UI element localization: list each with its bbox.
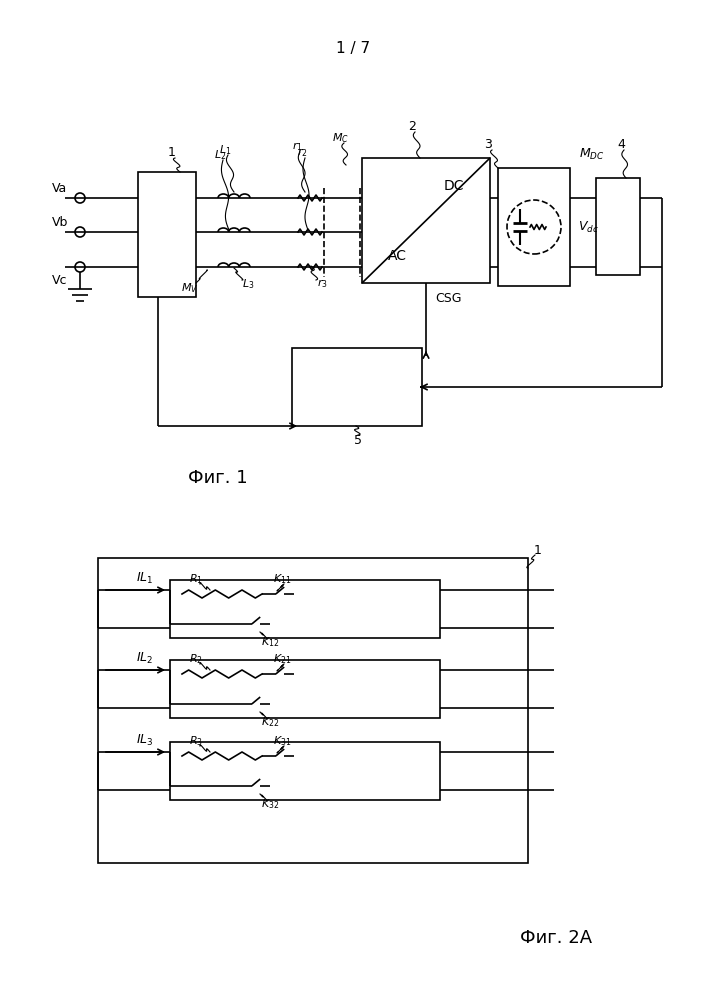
Text: $IL_1$: $IL_1$ bbox=[136, 570, 153, 586]
Text: $IL_3$: $IL_3$ bbox=[136, 732, 153, 748]
Text: $K_{21}$: $K_{21}$ bbox=[273, 652, 291, 666]
Bar bbox=[170, 660, 440, 718]
Text: Vc: Vc bbox=[52, 274, 67, 288]
Bar bbox=[292, 348, 422, 426]
Text: $L_2$: $L_2$ bbox=[214, 148, 226, 162]
Text: $r_2$: $r_2$ bbox=[297, 147, 308, 159]
Text: Vb: Vb bbox=[52, 216, 69, 229]
Text: $M_V$: $M_V$ bbox=[181, 281, 199, 295]
Text: 1 / 7: 1 / 7 bbox=[336, 40, 370, 55]
Text: $K_{31}$: $K_{31}$ bbox=[273, 734, 291, 748]
Text: $K_{11}$: $K_{11}$ bbox=[273, 572, 291, 586]
Text: $L_1$: $L_1$ bbox=[218, 143, 231, 157]
Text: $K_{12}$: $K_{12}$ bbox=[261, 635, 279, 649]
Text: $V_{dc}$: $V_{dc}$ bbox=[578, 219, 598, 235]
Bar bbox=[498, 168, 570, 286]
Text: 1: 1 bbox=[168, 146, 176, 159]
Text: DC: DC bbox=[444, 178, 464, 192]
Text: $r_3$: $r_3$ bbox=[317, 278, 327, 290]
Text: $M_C$: $M_C$ bbox=[332, 131, 349, 145]
Text: $M_{DC}$: $M_{DC}$ bbox=[579, 146, 604, 162]
Bar bbox=[98, 558, 528, 863]
Text: $L_3$: $L_3$ bbox=[242, 277, 255, 291]
Bar bbox=[138, 172, 196, 297]
Text: AC: AC bbox=[388, 248, 407, 262]
Text: 5: 5 bbox=[354, 434, 362, 446]
Text: Фиг. 1: Фиг. 1 bbox=[188, 469, 248, 487]
Text: CSG: CSG bbox=[435, 292, 461, 304]
Text: $R_1$: $R_1$ bbox=[189, 572, 203, 586]
Bar bbox=[596, 178, 640, 275]
Text: 2: 2 bbox=[408, 120, 416, 133]
Text: 4: 4 bbox=[617, 138, 625, 151]
Text: $K_{32}$: $K_{32}$ bbox=[261, 797, 279, 811]
Text: Фиг. 2А: Фиг. 2А bbox=[520, 929, 592, 947]
Text: $R_2$: $R_2$ bbox=[189, 652, 203, 666]
Bar bbox=[170, 580, 440, 638]
Text: Va: Va bbox=[52, 182, 67, 194]
Text: 3: 3 bbox=[484, 138, 492, 151]
Text: $R_3$: $R_3$ bbox=[189, 734, 203, 748]
Text: $IL_2$: $IL_2$ bbox=[136, 650, 153, 666]
Bar bbox=[362, 158, 490, 283]
Bar bbox=[170, 742, 440, 800]
Text: $K_{22}$: $K_{22}$ bbox=[261, 715, 279, 729]
Text: $r_1$: $r_1$ bbox=[291, 141, 303, 153]
Text: 1: 1 bbox=[534, 544, 542, 556]
